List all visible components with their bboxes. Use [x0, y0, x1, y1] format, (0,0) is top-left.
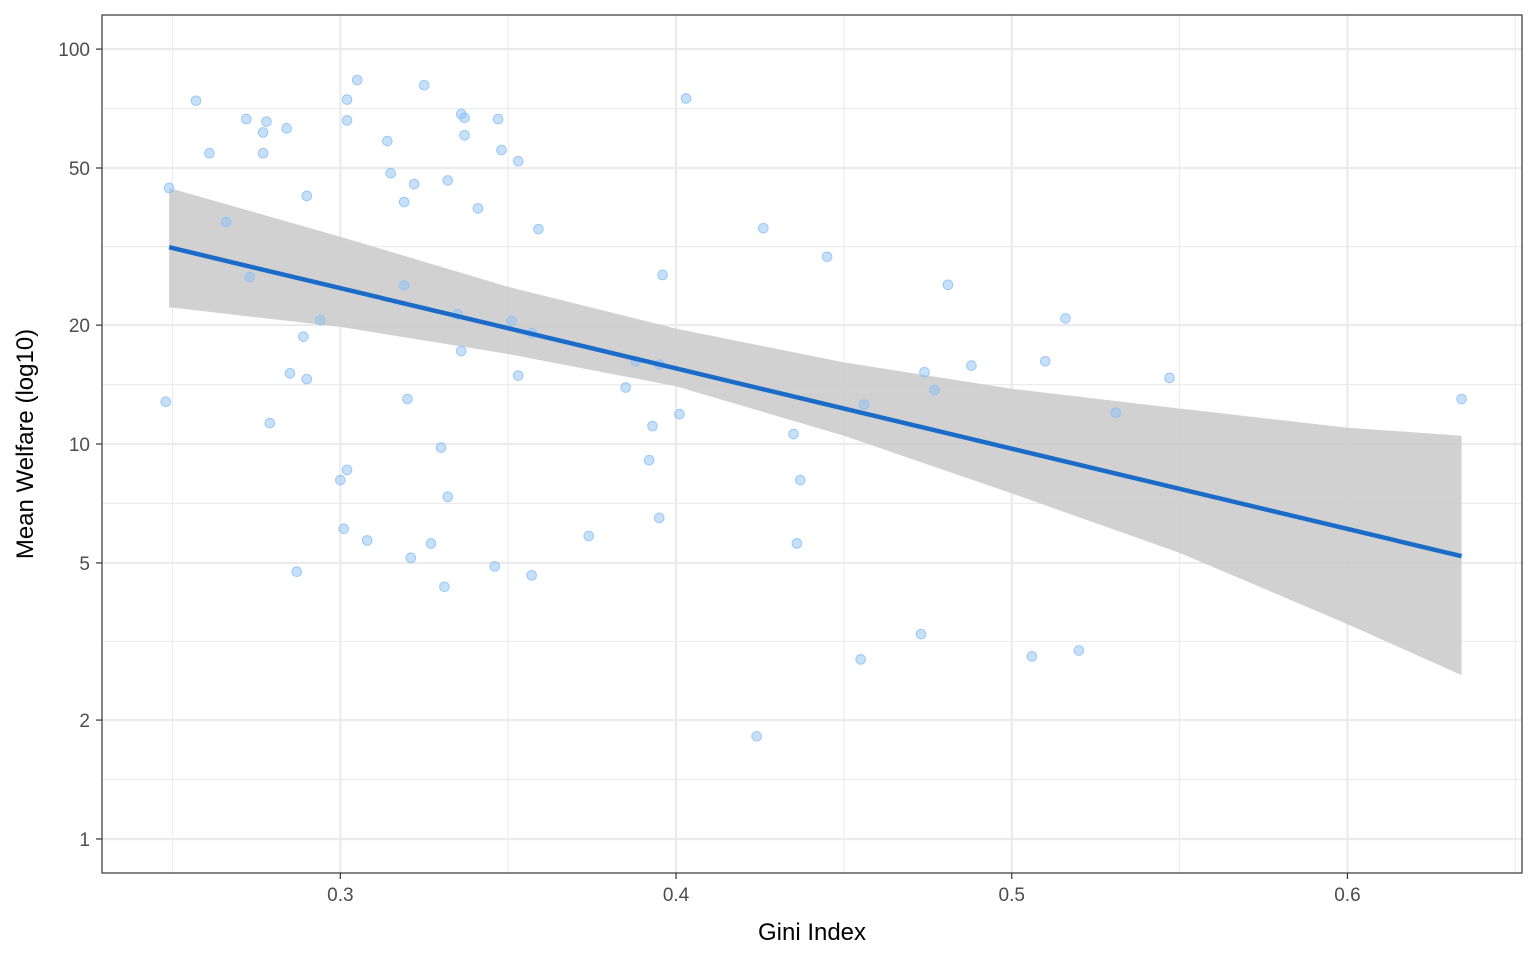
- scatter-point: [751, 730, 762, 742]
- scatter-point: [643, 454, 655, 466]
- scatter-point: [929, 384, 940, 396]
- scatter-point: [442, 175, 454, 186]
- scatter-point: [459, 129, 470, 141]
- scatter-point: [281, 123, 292, 134]
- scatter-point: [533, 223, 544, 235]
- scatter-point: [351, 74, 363, 86]
- scatter-point: [361, 535, 373, 546]
- scatter-point: [314, 314, 326, 326]
- scatter-point: [439, 581, 450, 593]
- scatter-point: [335, 474, 346, 486]
- scatter-point: [1164, 372, 1175, 384]
- scatter-point: [919, 366, 930, 378]
- scatter-point: [794, 474, 806, 486]
- y-tick-label: 20: [69, 316, 90, 337]
- scatter-point: [160, 396, 172, 407]
- scatter-point: [442, 491, 454, 503]
- scatter-point: [821, 251, 833, 263]
- scatter-point: [472, 203, 484, 214]
- scatter-point: [858, 399, 870, 410]
- scatter-point: [382, 135, 393, 147]
- scatter-point: [512, 155, 524, 167]
- scatter-point: [459, 112, 470, 124]
- x-tick-label: 0.6: [1334, 885, 1360, 906]
- scatter-point: [496, 144, 507, 156]
- scatter-point: [647, 420, 658, 432]
- y-tick-label: 1: [79, 830, 90, 851]
- y-tick-label: 5: [79, 554, 90, 575]
- scatter-point: [341, 115, 353, 126]
- y-tick-label: 10: [69, 435, 90, 456]
- scatter-point: [298, 331, 309, 342]
- scatter-point: [620, 382, 631, 393]
- scatter-point: [680, 93, 692, 104]
- scatter-point: [244, 271, 256, 283]
- scatter-point: [1110, 407, 1122, 419]
- trend-line: [168, 245, 1463, 559]
- scatter-point: [758, 222, 769, 234]
- y-tick-label: 2: [79, 711, 90, 732]
- scatter-point: [1040, 355, 1051, 367]
- scatter-point: [1060, 313, 1071, 324]
- scatter-point: [526, 570, 537, 581]
- scatter-point: [284, 368, 296, 379]
- y-tick-label: 100: [58, 40, 90, 61]
- scatter-point: [435, 442, 447, 453]
- scatter-point: [398, 196, 410, 208]
- scatter-point: [204, 147, 215, 159]
- scatter-point: [942, 279, 954, 291]
- scatter-point: [257, 127, 269, 138]
- scatter-point: [341, 464, 353, 476]
- x-tick-label: 0.3: [327, 885, 353, 906]
- scatter-point: [241, 113, 252, 125]
- y-axis-title: Mean Welfare (log10): [12, 329, 39, 559]
- x-axis: 0.3 0.4 0.5 0.6: [327, 873, 1361, 906]
- confidence-band-layer: [169, 188, 1462, 676]
- scatter-point: [398, 280, 410, 291]
- scatter-point: [855, 654, 866, 665]
- scatter-point: [301, 190, 313, 202]
- scatter-point: [512, 370, 524, 381]
- scatter-point: [583, 530, 595, 542]
- scatter-point: [1026, 651, 1038, 662]
- x-tick-label: 0.4: [663, 885, 690, 906]
- y-tick-label: 50: [69, 159, 90, 180]
- x-axis-title: Gini Index: [758, 919, 866, 946]
- scatter-point: [489, 561, 501, 572]
- scatter-point: [915, 628, 927, 640]
- scatter-points-layer: [160, 74, 1467, 742]
- scatter-point: [674, 408, 685, 420]
- scatter-point: [788, 428, 799, 440]
- scatter-point: [425, 538, 437, 549]
- scatter-point: [341, 94, 353, 105]
- scatter-point: [301, 373, 313, 385]
- scatter-point: [657, 269, 668, 281]
- scatter-point: [506, 315, 517, 327]
- scatter-point: [405, 552, 417, 564]
- scatter-point: [385, 167, 396, 179]
- scatter-point: [261, 116, 272, 127]
- scatter-point: [1073, 645, 1085, 656]
- scatter-point: [408, 178, 420, 190]
- scatter-point: [1456, 393, 1467, 405]
- scatter-point: [492, 113, 504, 125]
- scatter-point: [220, 216, 232, 228]
- scatter-point: [966, 360, 977, 371]
- scatter-point: [455, 345, 467, 357]
- scatter-point: [791, 538, 803, 549]
- scatter-point: [190, 95, 202, 107]
- scatter-point: [264, 417, 276, 429]
- scatter-point: [291, 566, 303, 578]
- scatter-point: [653, 512, 665, 524]
- scatter-point: [402, 393, 413, 405]
- confidence-band: [169, 188, 1462, 676]
- scatter-point: [418, 79, 430, 91]
- trend-line-layer: [168, 245, 1463, 559]
- scatter-point: [163, 182, 175, 194]
- x-tick-label: 0.5: [999, 885, 1025, 906]
- scatter-point: [257, 147, 269, 159]
- y-axis: 1 2 5 10 20 50 100: [58, 40, 102, 851]
- scatter-point: [338, 523, 350, 535]
